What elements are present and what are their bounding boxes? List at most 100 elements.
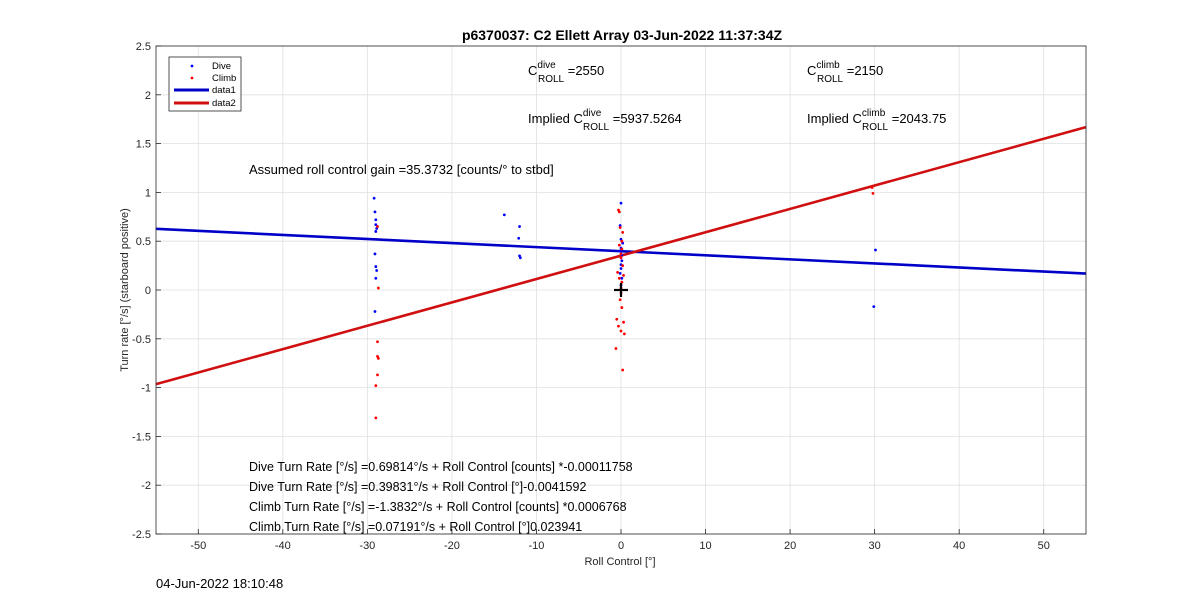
climb-point xyxy=(617,210,621,214)
legend-label-data1: data1 xyxy=(212,85,236,96)
dive-point xyxy=(373,310,377,313)
dive-point xyxy=(373,210,377,214)
climb-point xyxy=(619,329,623,333)
dive-point xyxy=(374,265,378,268)
x-tick-label: -20 xyxy=(444,540,460,552)
chart-title: p6370037: C2 Ellett Array 03-Jun-2022 11… xyxy=(462,27,783,43)
climb-point xyxy=(374,416,378,420)
dive-point xyxy=(618,224,622,227)
c-roll-climb-sub: ROLL xyxy=(817,74,844,85)
climb-point xyxy=(614,347,618,350)
x-tick-label: -10 xyxy=(529,540,545,552)
origin-marker xyxy=(614,283,628,297)
climb-point xyxy=(616,271,620,274)
climb-point xyxy=(618,226,622,229)
x-tick-label: 50 xyxy=(1038,540,1050,552)
c-roll-dive-value: =2550 xyxy=(564,63,604,78)
climb-point xyxy=(617,324,620,328)
dive-point xyxy=(374,223,378,227)
y-tick-label: 0 xyxy=(145,285,151,297)
y-tick-label: -2 xyxy=(141,480,151,492)
implied-dive-value: =5937.5264 xyxy=(609,111,682,126)
y-tick-label: -1.5 xyxy=(132,431,151,443)
dive-point xyxy=(518,225,521,228)
x-tick-label: -50 xyxy=(190,540,206,552)
climb-point xyxy=(620,280,624,284)
dive-point xyxy=(619,201,623,205)
dive-point xyxy=(372,196,376,200)
climb-point xyxy=(621,231,625,234)
implied-dive-prefix: Implied C xyxy=(528,111,583,126)
climb-point xyxy=(621,368,625,372)
implied-climb-prefix: Implied C xyxy=(807,111,862,126)
climb-point xyxy=(622,273,625,277)
legend-marker-dive xyxy=(190,64,194,68)
dive-point xyxy=(374,218,378,222)
dive-point xyxy=(618,249,622,253)
equation-dive-counts: Dive Turn Rate [°/s] =0.69814°/s + Roll … xyxy=(249,460,633,474)
dive-point xyxy=(620,276,624,280)
implied-c-roll-climb-annotation: Implied Cclimb ROLL =2043.75 xyxy=(807,108,946,133)
y-tick-label: -0.5 xyxy=(132,334,151,346)
climb-point xyxy=(617,276,621,280)
footer-timestamp: 04-Jun-2022 18:10:48 xyxy=(156,576,284,591)
y-tick-label: 2.5 xyxy=(136,41,151,53)
x-tick-label: -40 xyxy=(275,540,291,552)
implied-climb-sub: ROLL xyxy=(862,122,889,133)
x-tick-label: -30 xyxy=(359,540,375,552)
climb-point xyxy=(376,286,380,290)
x-tick-label: 10 xyxy=(699,540,711,552)
legend: Dive Climb data1 data2 xyxy=(168,56,242,112)
climb-point xyxy=(617,243,621,247)
dive-point xyxy=(518,256,522,260)
legend-marker-climb xyxy=(190,76,194,80)
climb-point xyxy=(620,247,624,251)
c-roll-dive-prefix: C xyxy=(528,63,537,78)
dive-point xyxy=(874,248,877,252)
implied-climb-value: =2043.75 xyxy=(888,111,946,126)
c-roll-climb-value: =2150 xyxy=(843,63,883,78)
dive-point xyxy=(502,213,506,217)
y-tick-label: 0.5 xyxy=(136,236,151,248)
c-roll-climb-prefix: C xyxy=(807,63,816,78)
x-tick-label: 20 xyxy=(784,540,796,552)
dive-point xyxy=(618,272,622,275)
data-points xyxy=(372,186,877,420)
legend-label-dive: Dive xyxy=(212,61,231,72)
y-tick-label: 1 xyxy=(145,187,151,199)
roll-gain-annotation: Assumed roll control gain =35.3732 [coun… xyxy=(249,162,554,177)
y-axis-label: Turn rate [°/s] (starboard positive) xyxy=(119,208,131,372)
dive-point xyxy=(620,259,624,263)
climb-point xyxy=(618,298,622,302)
equation-dive-degrees: Dive Turn Rate [°/s] =0.39831°/s + Roll … xyxy=(249,480,586,494)
y-tick-label: 1.5 xyxy=(136,139,151,151)
dive-point xyxy=(373,252,377,256)
y-tick-label: -1 xyxy=(141,383,151,395)
implied-dive-sub: ROLL xyxy=(583,122,610,133)
legend-label-climb: Climb xyxy=(212,73,236,84)
climb-point xyxy=(870,186,874,189)
equation-climb-counts: Climb Turn Rate [°/s] =-1.3832°/s + Roll… xyxy=(249,500,627,514)
dive-point xyxy=(872,305,876,308)
dive-point xyxy=(619,267,623,270)
climb-point xyxy=(615,317,619,321)
c-roll-climb-sup: climb xyxy=(816,60,840,71)
y-tick-label: 2 xyxy=(145,90,151,102)
dive-point xyxy=(375,269,379,272)
climb-point xyxy=(620,306,624,309)
climb-point xyxy=(622,332,626,336)
climb-point xyxy=(376,356,380,360)
c-roll-climb-annotation: Cclimb ROLL =2150 xyxy=(807,60,883,85)
legend-label-data2: data2 xyxy=(212,98,236,109)
implied-dive-sup: dive xyxy=(583,108,602,119)
climb-point xyxy=(376,373,379,377)
equation-climb-degrees: Climb Turn Rate [°/s] =0.07191°/s + Roll… xyxy=(249,520,582,534)
y-tick-label: -2.5 xyxy=(132,529,151,541)
c-roll-dive-sup: dive xyxy=(537,60,556,71)
climb-point xyxy=(621,264,625,267)
climb-point xyxy=(376,225,379,228)
climb-point xyxy=(619,252,623,256)
x-axis-label: Roll Control [°] xyxy=(584,556,655,568)
c-roll-dive-sub: ROLL xyxy=(538,74,565,85)
